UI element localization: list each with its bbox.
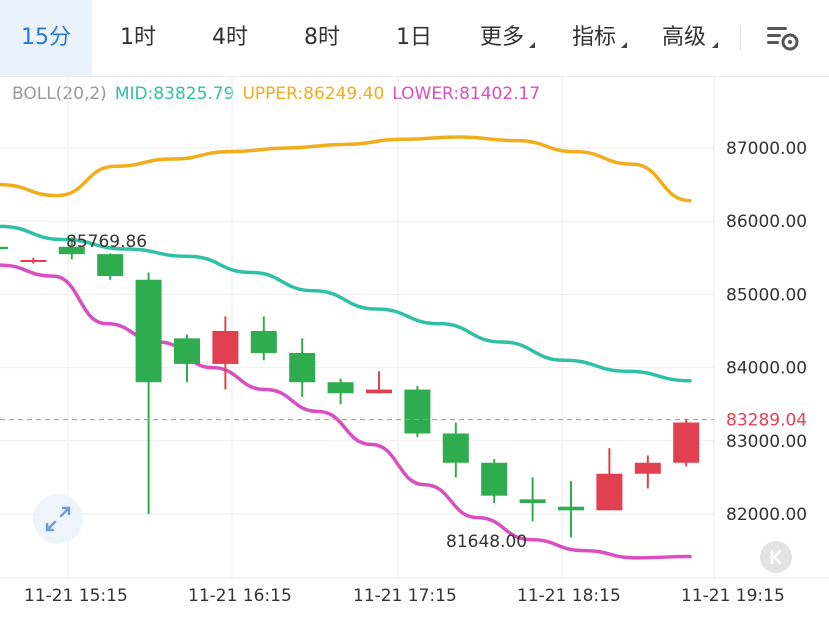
toolbar-divider — [740, 26, 741, 50]
x-tick-label: 11-21 17:15 — [353, 586, 457, 606]
candle-body — [174, 338, 200, 364]
y-tick-label: 85000.00 — [726, 285, 807, 305]
tab-1d[interactable]: 1日 — [368, 0, 460, 76]
candle-body — [135, 279, 162, 383]
tab-label: 1时 — [120, 25, 156, 50]
tab-label: 1日 — [396, 25, 432, 50]
candle-body — [481, 462, 508, 496]
dropdown-triangle-icon — [712, 42, 718, 48]
candle-body — [212, 331, 239, 364]
candle-body — [20, 259, 47, 262]
boll-upper-value: UPPER:86249.40 — [242, 84, 385, 104]
candle-body — [558, 506, 584, 511]
tab-label: 高级 — [661, 25, 706, 50]
y-tick-label: 84000.00 — [726, 359, 807, 379]
chart-grid — [0, 76, 829, 579]
candle-body — [97, 254, 124, 277]
candle-body — [289, 352, 316, 383]
price-axis: 82000.00 83000.00 84000.00 85000.00 86000.00… — [726, 139, 807, 525]
chart-annotations: 85769.86 81648.00 — [0, 232, 714, 552]
candle-body — [250, 331, 277, 353]
candle-body — [366, 389, 392, 394]
boll-indicator-name: BOLL(20,2) — [12, 84, 107, 104]
boll-lower-line — [0, 263, 692, 560]
y-tick-label: 82000.00 — [726, 505, 807, 525]
tab-indicators-dropdown[interactable]: 指标 — [554, 0, 634, 76]
candle-body — [58, 246, 85, 255]
candle-body — [673, 422, 700, 463]
candle-body — [327, 382, 354, 394]
timeframe-toolbar: 15分 1时 4时 8时 1日 更多 指标 高级 — [0, 0, 829, 77]
tab-8h[interactable]: 8时 — [276, 0, 368, 76]
boll-lower-value: LOWER:81402.17 — [392, 84, 541, 104]
tab-1h[interactable]: 1时 — [92, 0, 184, 76]
time-axis: 11-21 15:15 11-21 16:15 11-21 17:15 11-21 1… — [24, 586, 785, 606]
candle-body — [404, 389, 431, 434]
chart-settings-icon — [767, 27, 799, 51]
expand-icon — [45, 506, 71, 532]
tab-label: 更多 — [479, 25, 524, 50]
low-annotation: 81648.00 — [446, 532, 527, 552]
high-annotation: 85769.86 — [66, 232, 147, 252]
boll-legend: BOLL(20,2) MID:83825.79 UPPER:86249.40 LOWE… — [12, 84, 548, 104]
y-tick-label: 87000.00 — [726, 139, 807, 159]
candle-body — [442, 433, 469, 463]
x-tick-label: 11-21 15:15 — [24, 586, 128, 606]
expand-chart-button[interactable] — [33, 494, 83, 544]
tab-15m[interactable]: 15分 — [0, 0, 92, 76]
candle-body — [634, 462, 661, 474]
candles — [0, 237, 700, 538]
skip-to-latest-icon — [770, 549, 782, 565]
candle-body — [519, 499, 546, 504]
tab-label: 8时 — [304, 25, 340, 50]
boll-mid-value: MID:83825.79 — [114, 84, 235, 104]
candle-body — [596, 473, 623, 511]
tab-label: 指标 — [571, 25, 616, 50]
tab-advanced-dropdown[interactable]: 高级 — [644, 0, 724, 76]
boll-mid-line — [0, 224, 692, 383]
candle-body — [0, 246, 8, 250]
chart-settings-button[interactable] — [760, 18, 804, 58]
tab-more-dropdown[interactable]: 更多 — [462, 0, 542, 76]
tab-label: 15分 — [21, 25, 71, 50]
tab-label: 4时 — [212, 25, 248, 50]
jump-to-latest-button[interactable] — [760, 541, 792, 573]
x-tick-label: 11-21 19:15 — [681, 586, 785, 606]
boll-upper-line — [0, 135, 692, 203]
x-tick-label: 11-21 18:15 — [517, 586, 621, 606]
current-price-label: 83289.04 — [726, 411, 807, 431]
boll-bands — [0, 135, 692, 560]
dropdown-triangle-icon — [529, 42, 535, 48]
y-tick-label: 83000.00 — [726, 432, 807, 452]
x-tick-label: 11-21 16:15 — [188, 586, 292, 606]
tab-4h[interactable]: 4时 — [184, 0, 276, 76]
y-tick-label: 86000.00 — [726, 212, 807, 232]
dropdown-triangle-icon — [621, 42, 627, 48]
